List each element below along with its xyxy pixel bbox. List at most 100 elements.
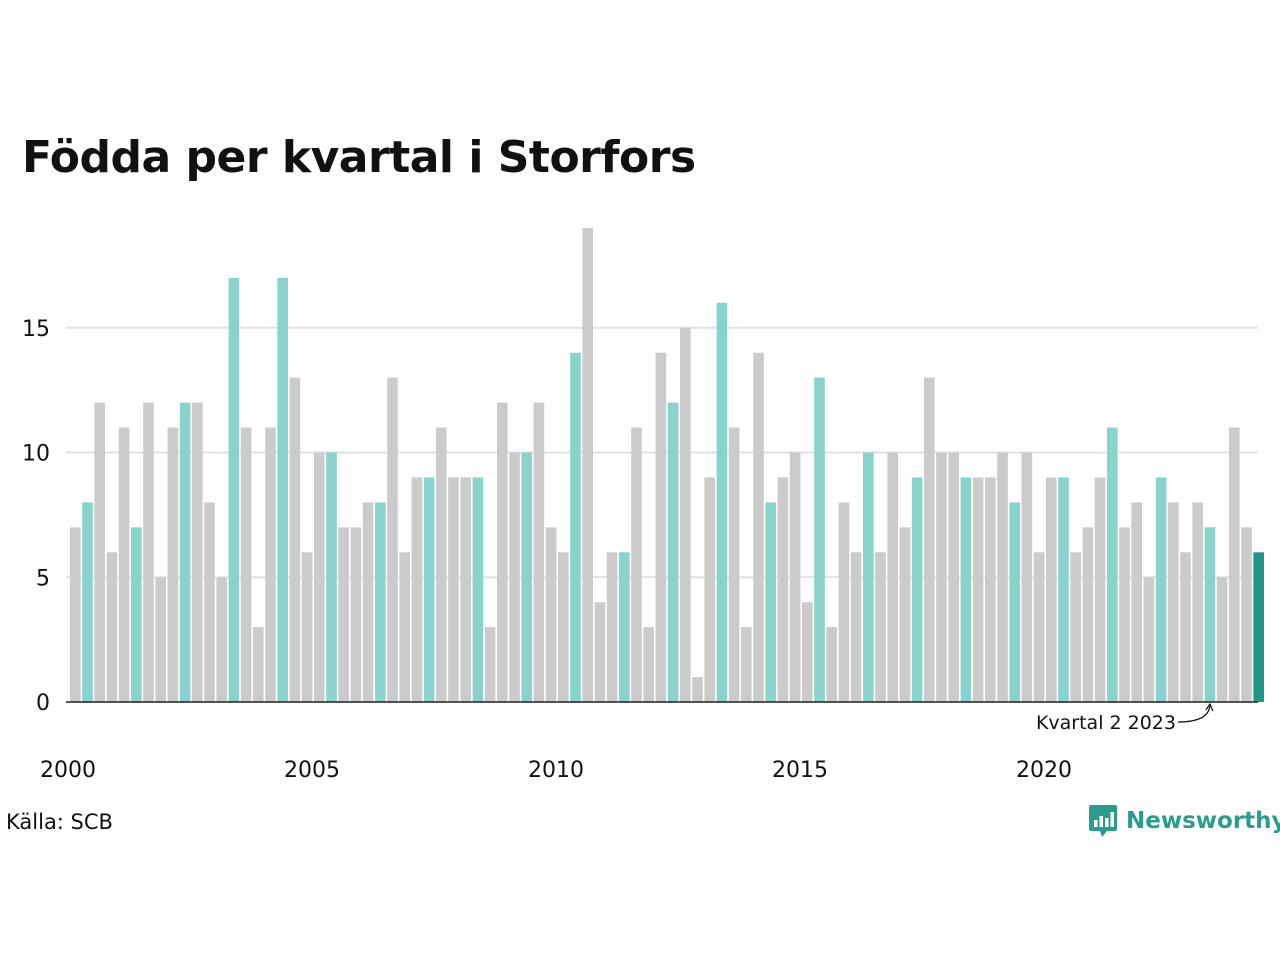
bar: 2023-Q1: 8 xyxy=(1192,502,1203,702)
bar: 2012-Q4: 1 xyxy=(692,677,703,702)
x-tick-label: 2020 xyxy=(1016,758,1072,783)
bar: 2014-Q4: 10 xyxy=(789,452,801,702)
bar: 2022-Q1: 5 xyxy=(1143,577,1155,702)
bar: 2011-Q4: 3 xyxy=(643,627,654,702)
bar: 2012-Q3: 15 xyxy=(680,327,691,702)
bar: 2002-Q3: 12 xyxy=(192,402,203,702)
bar: 2022-Q4: 6 xyxy=(1180,552,1191,702)
bar: 2009-Q1: 10 xyxy=(509,452,520,702)
bar: 2001-Q2: 7 xyxy=(131,527,142,702)
bar: 2001-Q3: 12 xyxy=(143,402,154,702)
x-tick-label: 2010 xyxy=(528,758,584,783)
bar: 2020-Q4: 7 xyxy=(1082,527,1094,702)
bar: 2019-Q1: 10 xyxy=(997,452,1008,702)
bar: 2018-Q3: 9 xyxy=(972,477,984,702)
bar: 2013-Q4: 3 xyxy=(741,627,752,702)
bar: 2000-Q1: 7 xyxy=(70,527,81,702)
bar: 2024-Q1: 7 xyxy=(1241,527,1252,702)
bar: 2008-Q4: 12 xyxy=(497,402,508,702)
bar: 2016-Q1: 6 xyxy=(850,552,862,702)
annotation-group: Kvartal 2 2023 xyxy=(1036,702,1214,734)
bar: 2003-Q1: 5 xyxy=(216,577,227,702)
bar: 2015-Q4: 8 xyxy=(838,502,850,702)
bar: 2003-Q3: 11 xyxy=(240,427,252,702)
bar: 2020-Q2: 9 xyxy=(1058,477,1069,702)
axes: 2000 2005 2010 2015 2020 xyxy=(40,701,1258,783)
bars: 2000-Q1: 72000-Q2: 82000-Q3: 122000-Q4: … xyxy=(70,227,1264,702)
chart-title: Födda per kvartal i Storfors xyxy=(22,132,696,183)
bar: 2018-Q4: 9 xyxy=(985,477,996,702)
bar: 2009-Q3: 12 xyxy=(533,402,545,702)
bar: 2017-Q1: 7 xyxy=(899,527,911,702)
annotation-label: Kvartal 2 2023 xyxy=(1036,712,1176,734)
bar: 2006-Q2: 8 xyxy=(375,502,386,702)
bar: 2004-Q4: 6 xyxy=(301,552,313,702)
bar: 2021-Q2: 11 xyxy=(1107,427,1118,702)
bar: 2004-Q3: 13 xyxy=(289,377,301,702)
bar: 2019-Q4: 6 xyxy=(1033,552,1045,702)
bar: 2001-Q1: 11 xyxy=(118,427,130,702)
bar: 2007-Q4: 9 xyxy=(448,477,459,702)
bar: 2015-Q2: 13 xyxy=(814,377,825,702)
bar: 2012-Q2: 12 xyxy=(667,402,679,702)
bar: 2011-Q1: 6 xyxy=(606,552,618,702)
bar: 2011-Q2: 6 xyxy=(619,552,630,702)
bar: 2013-Q1: 9 xyxy=(704,477,715,702)
bar: 2008-Q1: 9 xyxy=(460,477,471,702)
bar: 2013-Q3: 11 xyxy=(728,427,740,702)
bar: 2016-Q2: 10 xyxy=(863,452,874,702)
bar: 2021-Q1: 9 xyxy=(1094,477,1106,702)
bar: 2005-Q3: 7 xyxy=(338,527,349,702)
x-tick-label: 2005 xyxy=(284,758,340,783)
bar: 2010-Q1: 6 xyxy=(558,552,569,702)
bar: 2015-Q3: 3 xyxy=(826,627,837,702)
bar: 2023-Q4: 11 xyxy=(1229,427,1240,702)
bar: 2007-Q1: 9 xyxy=(411,477,423,702)
bar: 2007-Q3: 11 xyxy=(436,427,447,702)
bar: 2000-Q3: 12 xyxy=(94,402,105,702)
bar: 2020-Q1: 9 xyxy=(1046,477,1057,702)
bar: 2007-Q2: 9 xyxy=(423,477,435,702)
bar: 2009-Q2: 10 xyxy=(521,452,532,702)
bar: 2019-Q3: 10 xyxy=(1021,452,1033,702)
bar: 2010-Q3: 19 xyxy=(582,227,593,702)
bar: 2002-Q4: 8 xyxy=(204,502,215,702)
y-tick-label: 0 xyxy=(36,691,50,716)
bar: 2006-Q1: 8 xyxy=(362,502,374,702)
bar: 2005-Q2: 10 xyxy=(326,452,337,702)
bar: 2003-Q4: 3 xyxy=(253,627,264,702)
brand-name: Newsworthy xyxy=(1126,808,1280,834)
brand-logo[interactable]: Newsworthy xyxy=(1088,803,1280,839)
bar: 2005-Q1: 10 xyxy=(314,452,325,702)
bar: 2004-Q2: 17 xyxy=(277,277,288,702)
bar: 2015-Q1: 4 xyxy=(802,602,813,702)
bar: 2024-Q2: 6 xyxy=(1253,552,1264,702)
bar: 2003-Q2: 17 xyxy=(228,277,240,702)
bar: 2013-Q2: 16 xyxy=(716,302,728,702)
bar: 2018-Q1: 10 xyxy=(948,452,959,702)
bar: 2017-Q2: 9 xyxy=(911,477,923,702)
bar: 2011-Q3: 11 xyxy=(631,427,642,702)
bar: 2016-Q4: 10 xyxy=(887,452,898,702)
bar: 2006-Q4: 6 xyxy=(399,552,410,702)
bar: 2019-Q2: 8 xyxy=(1009,502,1020,702)
bar: 2004-Q1: 11 xyxy=(265,427,276,702)
bar: 2014-Q1: 14 xyxy=(753,352,764,702)
bar: 2022-Q3: 8 xyxy=(1168,502,1179,702)
bar: 2006-Q3: 13 xyxy=(387,377,398,702)
bar: 2008-Q2: 9 xyxy=(472,477,484,702)
bar: 2001-Q4: 5 xyxy=(155,577,166,702)
bar: 2012-Q1: 14 xyxy=(655,352,667,702)
y-tick-label: 15 xyxy=(22,317,50,342)
bar: 2009-Q4: 7 xyxy=(545,527,557,702)
bar: 2010-Q2: 14 xyxy=(570,352,581,702)
source-note: Källa: SCB xyxy=(6,810,113,834)
bar: 2023-Q3: 5 xyxy=(1216,577,1228,702)
bar: 2020-Q3: 6 xyxy=(1070,552,1081,702)
bar: 2017-Q3: 13 xyxy=(924,377,935,702)
x-tick-label: 2015 xyxy=(772,758,828,783)
bar: 2018-Q2: 9 xyxy=(960,477,972,702)
y-tick-label: 5 xyxy=(36,566,50,591)
bar: 2014-Q3: 9 xyxy=(777,477,789,702)
annotation-arrowhead xyxy=(1205,702,1214,712)
